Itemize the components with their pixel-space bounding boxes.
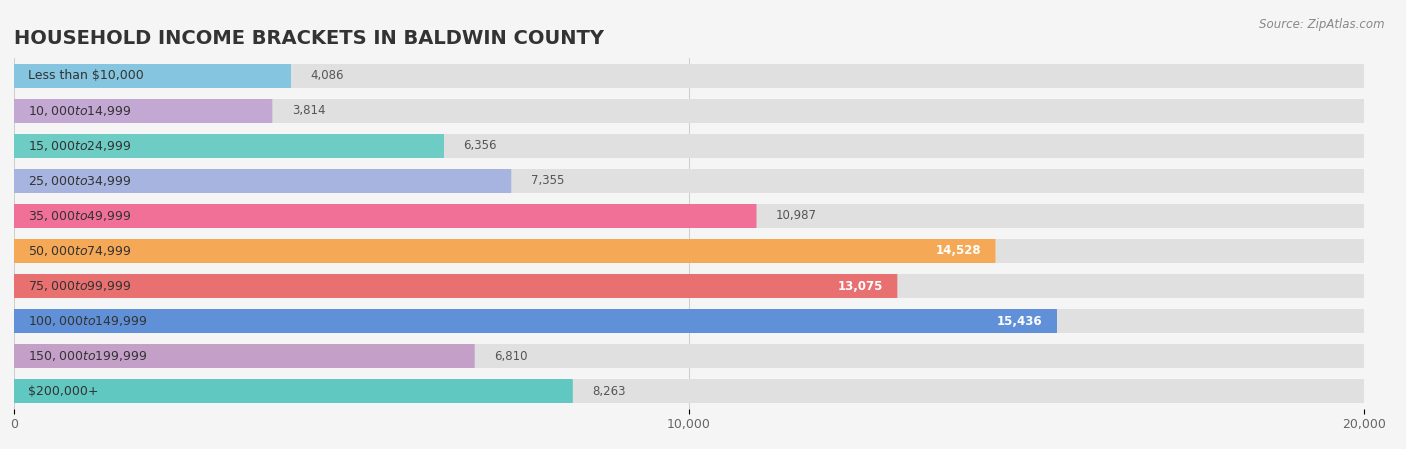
Bar: [14, 64, 290, 88]
Text: $200,000+: $200,000+: [28, 385, 98, 397]
Bar: [14, 169, 510, 193]
Text: 6,356: 6,356: [463, 140, 496, 152]
Text: $150,000 to $199,999: $150,000 to $199,999: [28, 349, 148, 363]
Bar: [14, 99, 271, 123]
Text: 7,355: 7,355: [530, 175, 564, 187]
Bar: [14, 379, 572, 403]
Text: $15,000 to $24,999: $15,000 to $24,999: [28, 139, 131, 153]
Bar: [14, 274, 1364, 298]
Bar: [14, 169, 1364, 193]
Text: 6,810: 6,810: [494, 350, 527, 362]
Text: 14,528: 14,528: [935, 245, 981, 257]
Text: Source: ZipAtlas.com: Source: ZipAtlas.com: [1260, 18, 1385, 31]
Text: $50,000 to $74,999: $50,000 to $74,999: [28, 244, 131, 258]
Bar: [14, 134, 443, 158]
Bar: [14, 204, 755, 228]
Text: $100,000 to $149,999: $100,000 to $149,999: [28, 314, 148, 328]
Bar: [14, 309, 1056, 333]
Text: 10,987: 10,987: [776, 210, 817, 222]
Bar: [14, 344, 1364, 368]
Bar: [14, 239, 994, 263]
Text: $75,000 to $99,999: $75,000 to $99,999: [28, 279, 131, 293]
Bar: [14, 344, 474, 368]
Text: 4,086: 4,086: [311, 70, 343, 82]
Text: $35,000 to $49,999: $35,000 to $49,999: [28, 209, 131, 223]
Text: 8,263: 8,263: [592, 385, 626, 397]
Text: Less than $10,000: Less than $10,000: [28, 70, 143, 82]
Text: HOUSEHOLD INCOME BRACKETS IN BALDWIN COUNTY: HOUSEHOLD INCOME BRACKETS IN BALDWIN COU…: [14, 30, 605, 48]
Bar: [14, 64, 1364, 88]
Bar: [14, 274, 897, 298]
Text: 15,436: 15,436: [997, 315, 1042, 327]
Bar: [14, 204, 1364, 228]
Bar: [14, 239, 1364, 263]
Text: 3,814: 3,814: [291, 105, 325, 117]
Bar: [14, 309, 1364, 333]
Bar: [14, 379, 1364, 403]
Text: $10,000 to $14,999: $10,000 to $14,999: [28, 104, 131, 118]
Bar: [14, 99, 1364, 123]
Bar: [14, 134, 1364, 158]
Text: $25,000 to $34,999: $25,000 to $34,999: [28, 174, 131, 188]
Text: 13,075: 13,075: [838, 280, 883, 292]
